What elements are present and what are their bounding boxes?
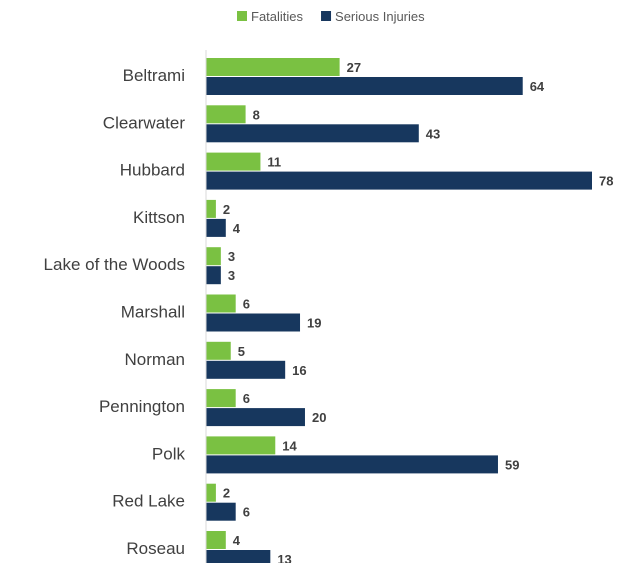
category-label: Norman — [125, 350, 185, 369]
fatalities-bar — [206, 58, 340, 76]
fatalities-bar — [206, 341, 231, 360]
serious-injuries-value-label: 16 — [292, 363, 306, 378]
category-label: Red Lake — [112, 492, 185, 511]
fatalities-bar — [206, 294, 236, 313]
legend-swatch-fatalities — [237, 11, 247, 21]
serious-injuries-value-label: 6 — [243, 505, 250, 520]
fatalities-value-label: 11 — [267, 155, 281, 170]
serious-injuries-bar — [206, 124, 419, 143]
serious-injuries-bar — [206, 408, 305, 427]
serious-injuries-bar — [206, 266, 221, 285]
legend-label-serious-injuries: Serious Injuries — [335, 9, 425, 24]
fatalities-value-label: 6 — [243, 297, 250, 312]
serious-injuries-bar — [206, 455, 498, 474]
fatalities-bar — [206, 152, 261, 171]
serious-injuries-value-label: 59 — [505, 457, 519, 472]
legend: Fatalities Serious Injuries — [237, 9, 425, 24]
fatalities-value-label: 3 — [228, 249, 235, 264]
fatalities-bar — [206, 483, 216, 502]
legend-label-fatalities: Fatalities — [251, 9, 304, 24]
fatalities-bar — [206, 436, 276, 455]
serious-injuries-value-label: 3 — [228, 268, 235, 283]
fatalities-value-label: 14 — [282, 438, 297, 453]
serious-injuries-value-label: 20 — [312, 410, 326, 425]
serious-injuries-value-label: 19 — [307, 316, 321, 331]
fatalities-bar — [206, 389, 236, 408]
fatalities-bar — [206, 531, 226, 549]
category-label: Hubbard — [120, 161, 185, 180]
fatalities-value-label: 2 — [223, 486, 230, 501]
serious-injuries-bar — [206, 313, 301, 332]
category-label: Pennington — [99, 397, 185, 416]
serious-injuries-value-label: 64 — [530, 79, 545, 94]
serious-injuries-bar — [206, 171, 592, 190]
serious-injuries-bar — [206, 360, 286, 379]
fatalities-value-label: 8 — [253, 107, 260, 122]
fatalities-bar — [206, 199, 216, 218]
serious-injuries-bar — [206, 502, 236, 521]
category-label: Marshall — [121, 303, 185, 322]
category-label: Clearwater — [103, 113, 186, 132]
category-label: Roseau — [126, 539, 185, 558]
legend-swatch-serious-injuries — [321, 11, 332, 21]
fatalities-bar — [206, 247, 221, 266]
serious-injuries-bar — [206, 218, 226, 237]
category-label: Beltrami — [123, 66, 185, 85]
serious-injuries-bar — [206, 77, 523, 95]
category-label: Lake of the Woods — [44, 255, 185, 274]
fatalities-value-label: 2 — [223, 202, 230, 217]
serious-injuries-value-label: 4 — [233, 221, 241, 236]
serious-injuries-bar — [206, 550, 271, 563]
fatalities-value-label: 5 — [238, 344, 245, 359]
serious-injuries-value-label: 43 — [426, 126, 440, 141]
fatalities-bar — [206, 105, 246, 124]
serious-injuries-value-label: 13 — [277, 552, 291, 563]
fatalities-value-label: 27 — [347, 60, 361, 75]
serious-injuries-value-label: 78 — [599, 174, 613, 189]
fatalities-value-label: 4 — [233, 533, 241, 548]
category-label: Kittson — [133, 208, 185, 227]
fatalities-value-label: 6 — [243, 391, 250, 406]
category-label: Polk — [152, 444, 186, 463]
